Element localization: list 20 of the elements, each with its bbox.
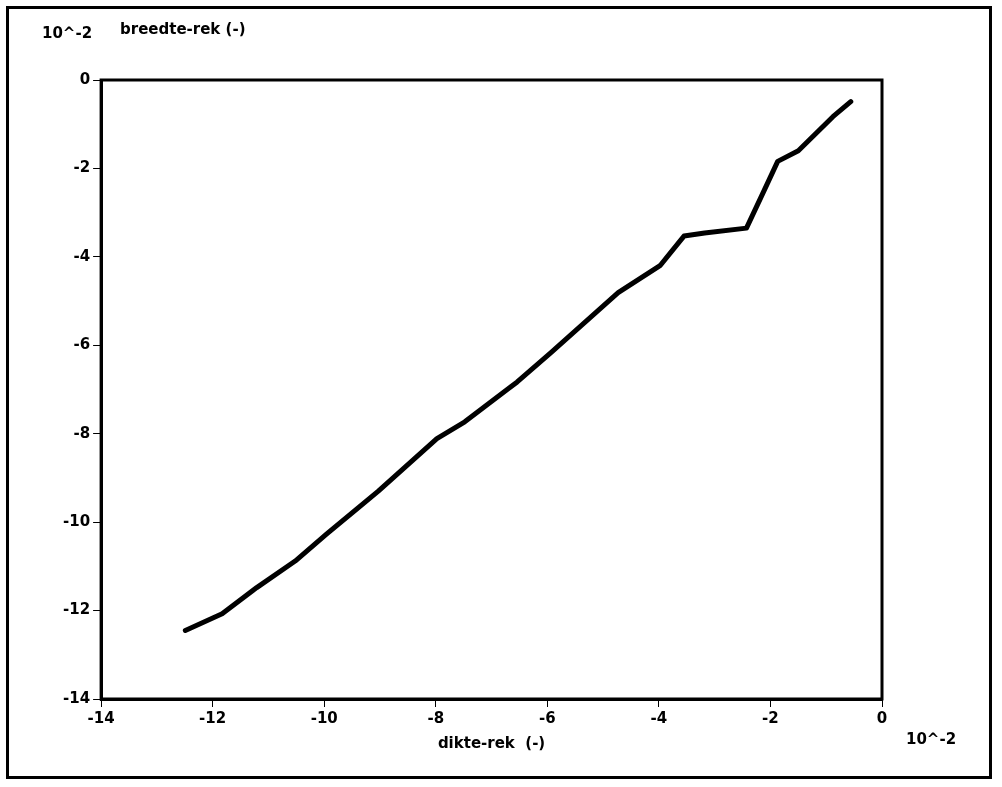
x-tick-label: -8 xyxy=(427,708,445,727)
x-tick-label: -10 xyxy=(310,708,338,727)
x-axis-title: dikte-rek (-) xyxy=(437,733,546,752)
x-tick-label: -4 xyxy=(650,708,668,727)
x-tick-label: -2 xyxy=(762,708,779,727)
y-tick-label: -2 xyxy=(73,158,91,177)
x-tick-label: -6 xyxy=(538,708,556,727)
x-tick-label: -14 xyxy=(87,708,115,727)
y-tick-label: -6 xyxy=(73,335,91,354)
y-axis-title: breedte-rek (-) xyxy=(120,20,246,38)
y-tick-label: -10 xyxy=(62,512,91,531)
y-tick-label: 0 xyxy=(79,69,91,88)
text: 10^-2 xyxy=(42,24,93,42)
x-tick-label: 0 xyxy=(876,708,888,727)
y-tick-label: -14 xyxy=(62,688,91,707)
y-tick-label: -8 xyxy=(73,423,91,442)
x-tick-label: -12 xyxy=(199,708,227,727)
y-tick-label: -4 xyxy=(73,246,91,265)
text: 10^-2 xyxy=(906,730,957,748)
y-tick-label: -12 xyxy=(62,600,91,619)
